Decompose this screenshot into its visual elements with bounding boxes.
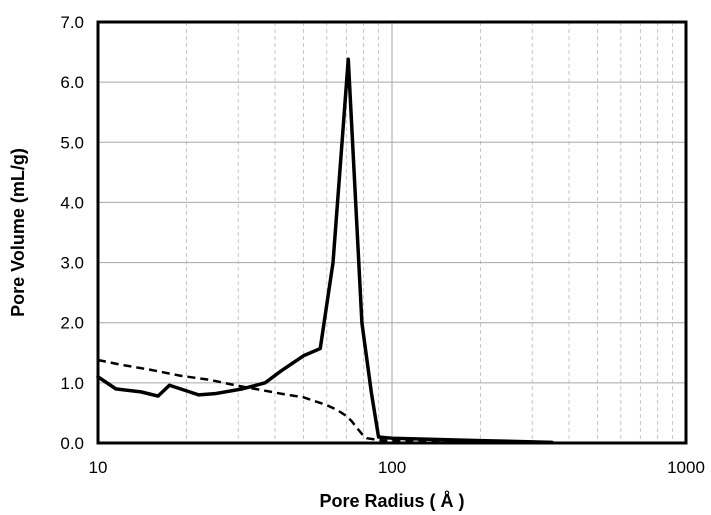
x-tick-label: 1000 — [667, 458, 705, 477]
y-tick-label: 2.0 — [60, 314, 84, 333]
x-axis-title: Pore Radius ( Å ) — [319, 491, 464, 511]
x-tick-label: 10 — [89, 458, 108, 477]
tick-labels: 0.0 1.0 2.0 3.0 4.0 5.0 6.0 7.0 10 100 1000 — [60, 13, 705, 477]
y-tick-label: 3.0 — [60, 254, 84, 273]
solid-series-line — [96, 57, 554, 445]
grid-lines — [98, 22, 686, 443]
y-tick-label: 5.0 — [60, 133, 84, 152]
y-tick-label: 0.0 — [60, 434, 84, 453]
y-tick-label: 4.0 — [60, 193, 84, 212]
y-tick-label: 1.0 — [60, 374, 84, 393]
dashed-series-line — [97, 358, 552, 444]
y-axis-title: Pore Volume (mL/g) — [8, 148, 28, 317]
plot-area-frame — [96, 20, 688, 445]
x-tick-label: 100 — [378, 458, 406, 477]
y-tick-label: 6.0 — [60, 73, 84, 92]
series-lines — [96, 57, 554, 445]
y-tick-label: 7.0 — [60, 13, 84, 32]
